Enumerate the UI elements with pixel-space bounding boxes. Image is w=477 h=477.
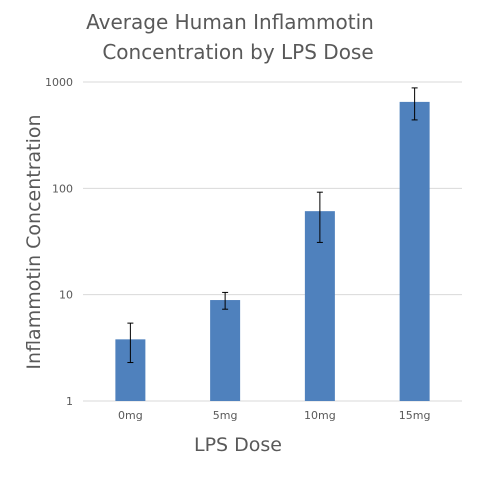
y-tick-label: 1000 xyxy=(45,76,73,89)
error-bar xyxy=(411,87,418,121)
y-axis-title: Inflammotin Concentration xyxy=(23,114,45,369)
bar xyxy=(399,101,430,401)
y-tick-labels: 1 10 100 1000 xyxy=(45,76,73,408)
x-tick-label: 10mg xyxy=(304,409,336,422)
x-tick-label: 5mg xyxy=(213,409,238,422)
x-axis-title: LPS Dose xyxy=(194,434,282,456)
error-bars xyxy=(127,87,418,364)
bar xyxy=(210,300,241,401)
x-tick-label: 15mg xyxy=(399,409,431,422)
y-tick-label: 10 xyxy=(59,289,73,302)
chart-title-line-1: Average Human Inflammotin xyxy=(86,10,374,34)
error-bar xyxy=(316,191,323,243)
bars xyxy=(115,101,430,401)
y-tick-label: 100 xyxy=(52,182,73,195)
chart-title-line-2: Concentration by LPS Dose xyxy=(102,40,373,64)
x-tick-label: 0mg xyxy=(118,409,143,422)
y-tick-label: 1 xyxy=(66,395,73,408)
x-tick-labels: 0mg 5mg 10mg 15mg xyxy=(118,409,430,422)
error-bar xyxy=(222,291,229,310)
gridlines xyxy=(83,81,462,402)
error-bar xyxy=(127,322,134,364)
